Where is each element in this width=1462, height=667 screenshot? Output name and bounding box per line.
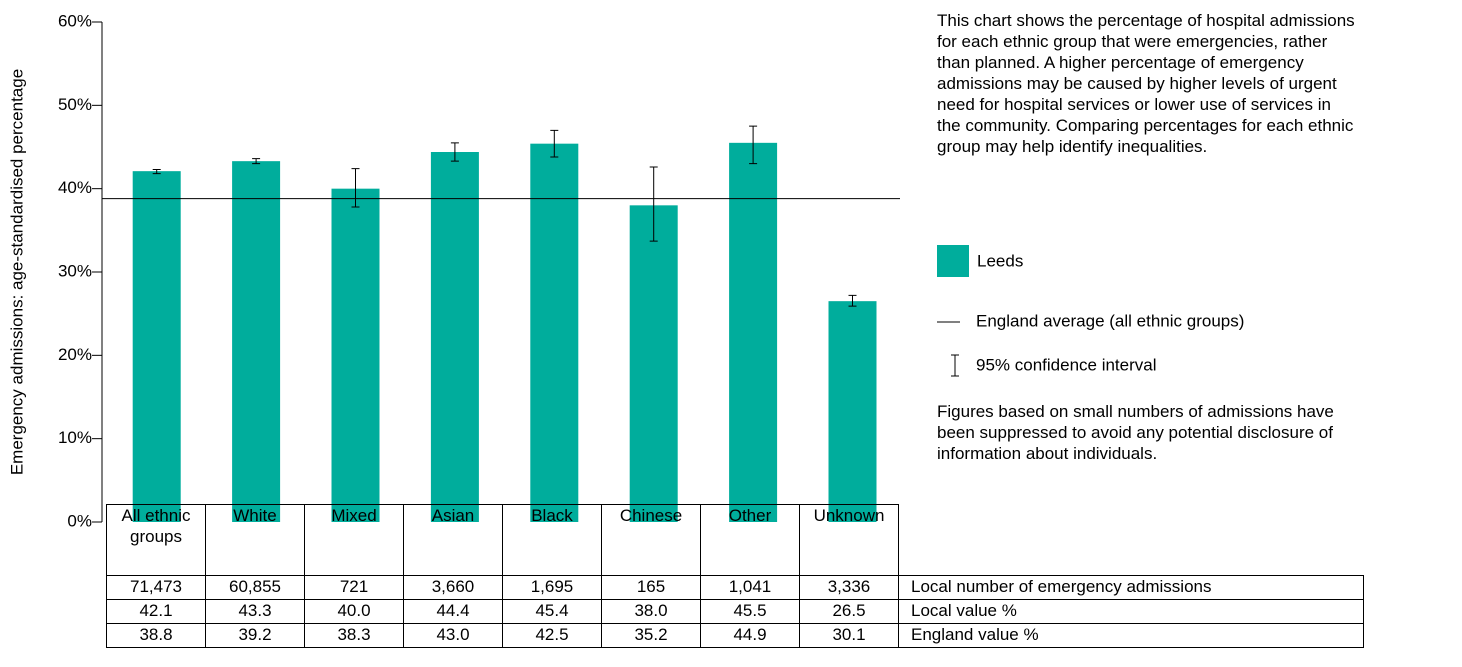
table-cell: 44.4 xyxy=(403,599,503,624)
description: This chart shows the percentage of hospi… xyxy=(937,11,1355,156)
y-tick-label: 20% xyxy=(58,345,92,364)
error-bar xyxy=(450,142,459,162)
table-cell: 1,041 xyxy=(700,575,800,600)
table-cell: 35.2 xyxy=(601,623,701,648)
table-cell: Asian xyxy=(403,504,503,576)
table-cell: 38.0 xyxy=(601,599,701,624)
bar xyxy=(629,205,678,523)
legend-ci xyxy=(951,354,959,377)
data-table: All ethnic groups White Mixed Asian Black Chi… xyxy=(106,504,1364,648)
table-cell: Mixed xyxy=(304,504,404,576)
y-tick-label: 60% xyxy=(58,11,92,30)
bar xyxy=(828,301,877,522)
table-cell: 1,695 xyxy=(502,575,602,600)
table-cell: 39.2 xyxy=(205,623,305,648)
table-cell: 60,855 xyxy=(205,575,305,600)
error-bar xyxy=(252,158,261,165)
table-cell: 3,660 xyxy=(403,575,503,600)
table-row: 71,473 60,855 721 3,660 1,695 165 1,041 3,336 Lo… xyxy=(106,575,1364,600)
error-bar xyxy=(550,129,559,158)
error-bar xyxy=(848,294,857,307)
bar xyxy=(729,142,778,523)
error-bar xyxy=(649,166,658,242)
table-cell: 721 xyxy=(304,575,404,600)
table-cell: 45.5 xyxy=(700,599,800,624)
table-cell: Chinese xyxy=(601,504,701,576)
table-cell: 42.1 xyxy=(106,599,206,624)
table-row: All ethnic groups White Mixed Asian Black Chi… xyxy=(106,504,1364,576)
y-tick-label: 30% xyxy=(58,261,92,280)
table-cell: 42.5 xyxy=(502,623,602,648)
table-cell: 40.0 xyxy=(304,599,404,624)
table-row: 42.1 43.3 40.0 44.4 45.4 38.0 45.5 26.5 Local va… xyxy=(106,599,1364,624)
y-tick-label: 0% xyxy=(67,511,92,530)
row-label: Local number of emergency admissions xyxy=(898,575,1364,600)
table-cell: Black xyxy=(502,504,602,576)
table-cell: 3,336 xyxy=(799,575,899,600)
table-cell: White xyxy=(205,504,305,576)
table-cell: 71,473 xyxy=(106,575,206,600)
table-cell: 38.8 xyxy=(106,623,206,648)
y-axis-label: Emergency admissions: age-standardised p… xyxy=(7,69,26,475)
table-cell: Unknown xyxy=(799,504,899,576)
error-bar xyxy=(749,125,758,165)
table-cell: 43.0 xyxy=(403,623,503,648)
table-cell: 30.1 xyxy=(799,623,899,648)
bar xyxy=(430,152,479,522)
empty-cell xyxy=(898,504,1364,576)
table-cell: 44.9 xyxy=(700,623,800,648)
legend-label: England average (all ethnic groups) xyxy=(976,311,1244,330)
table-cell: 26.5 xyxy=(799,599,899,624)
table-cell: 38.3 xyxy=(304,623,404,648)
table-cell: 45.4 xyxy=(502,599,602,624)
table-cell: 165 xyxy=(601,575,701,600)
error-bar xyxy=(351,168,360,208)
row-label: England value % xyxy=(898,623,1364,648)
table-cell: Other xyxy=(700,504,800,576)
legend-swatch xyxy=(937,245,969,277)
bar xyxy=(232,161,281,522)
legend-label: 95% confidence interval xyxy=(976,355,1157,374)
y-tick-label: 50% xyxy=(58,95,92,114)
table-row: 38.8 39.2 38.3 43.0 42.5 35.2 44.9 30.1 England … xyxy=(106,623,1364,648)
error-bar xyxy=(152,169,161,175)
y-tick-label: 10% xyxy=(58,428,92,447)
table-cell: All ethnic groups xyxy=(106,504,206,576)
table-cell: 43.3 xyxy=(205,599,305,624)
legend-label: Leeds xyxy=(977,251,1023,270)
footnote: Figures based on small numbers of admiss… xyxy=(937,402,1334,463)
bar xyxy=(530,143,579,522)
bar xyxy=(132,171,181,522)
bar xyxy=(331,188,380,522)
row-label: Local value % xyxy=(898,599,1364,624)
y-tick-label: 40% xyxy=(58,178,92,197)
